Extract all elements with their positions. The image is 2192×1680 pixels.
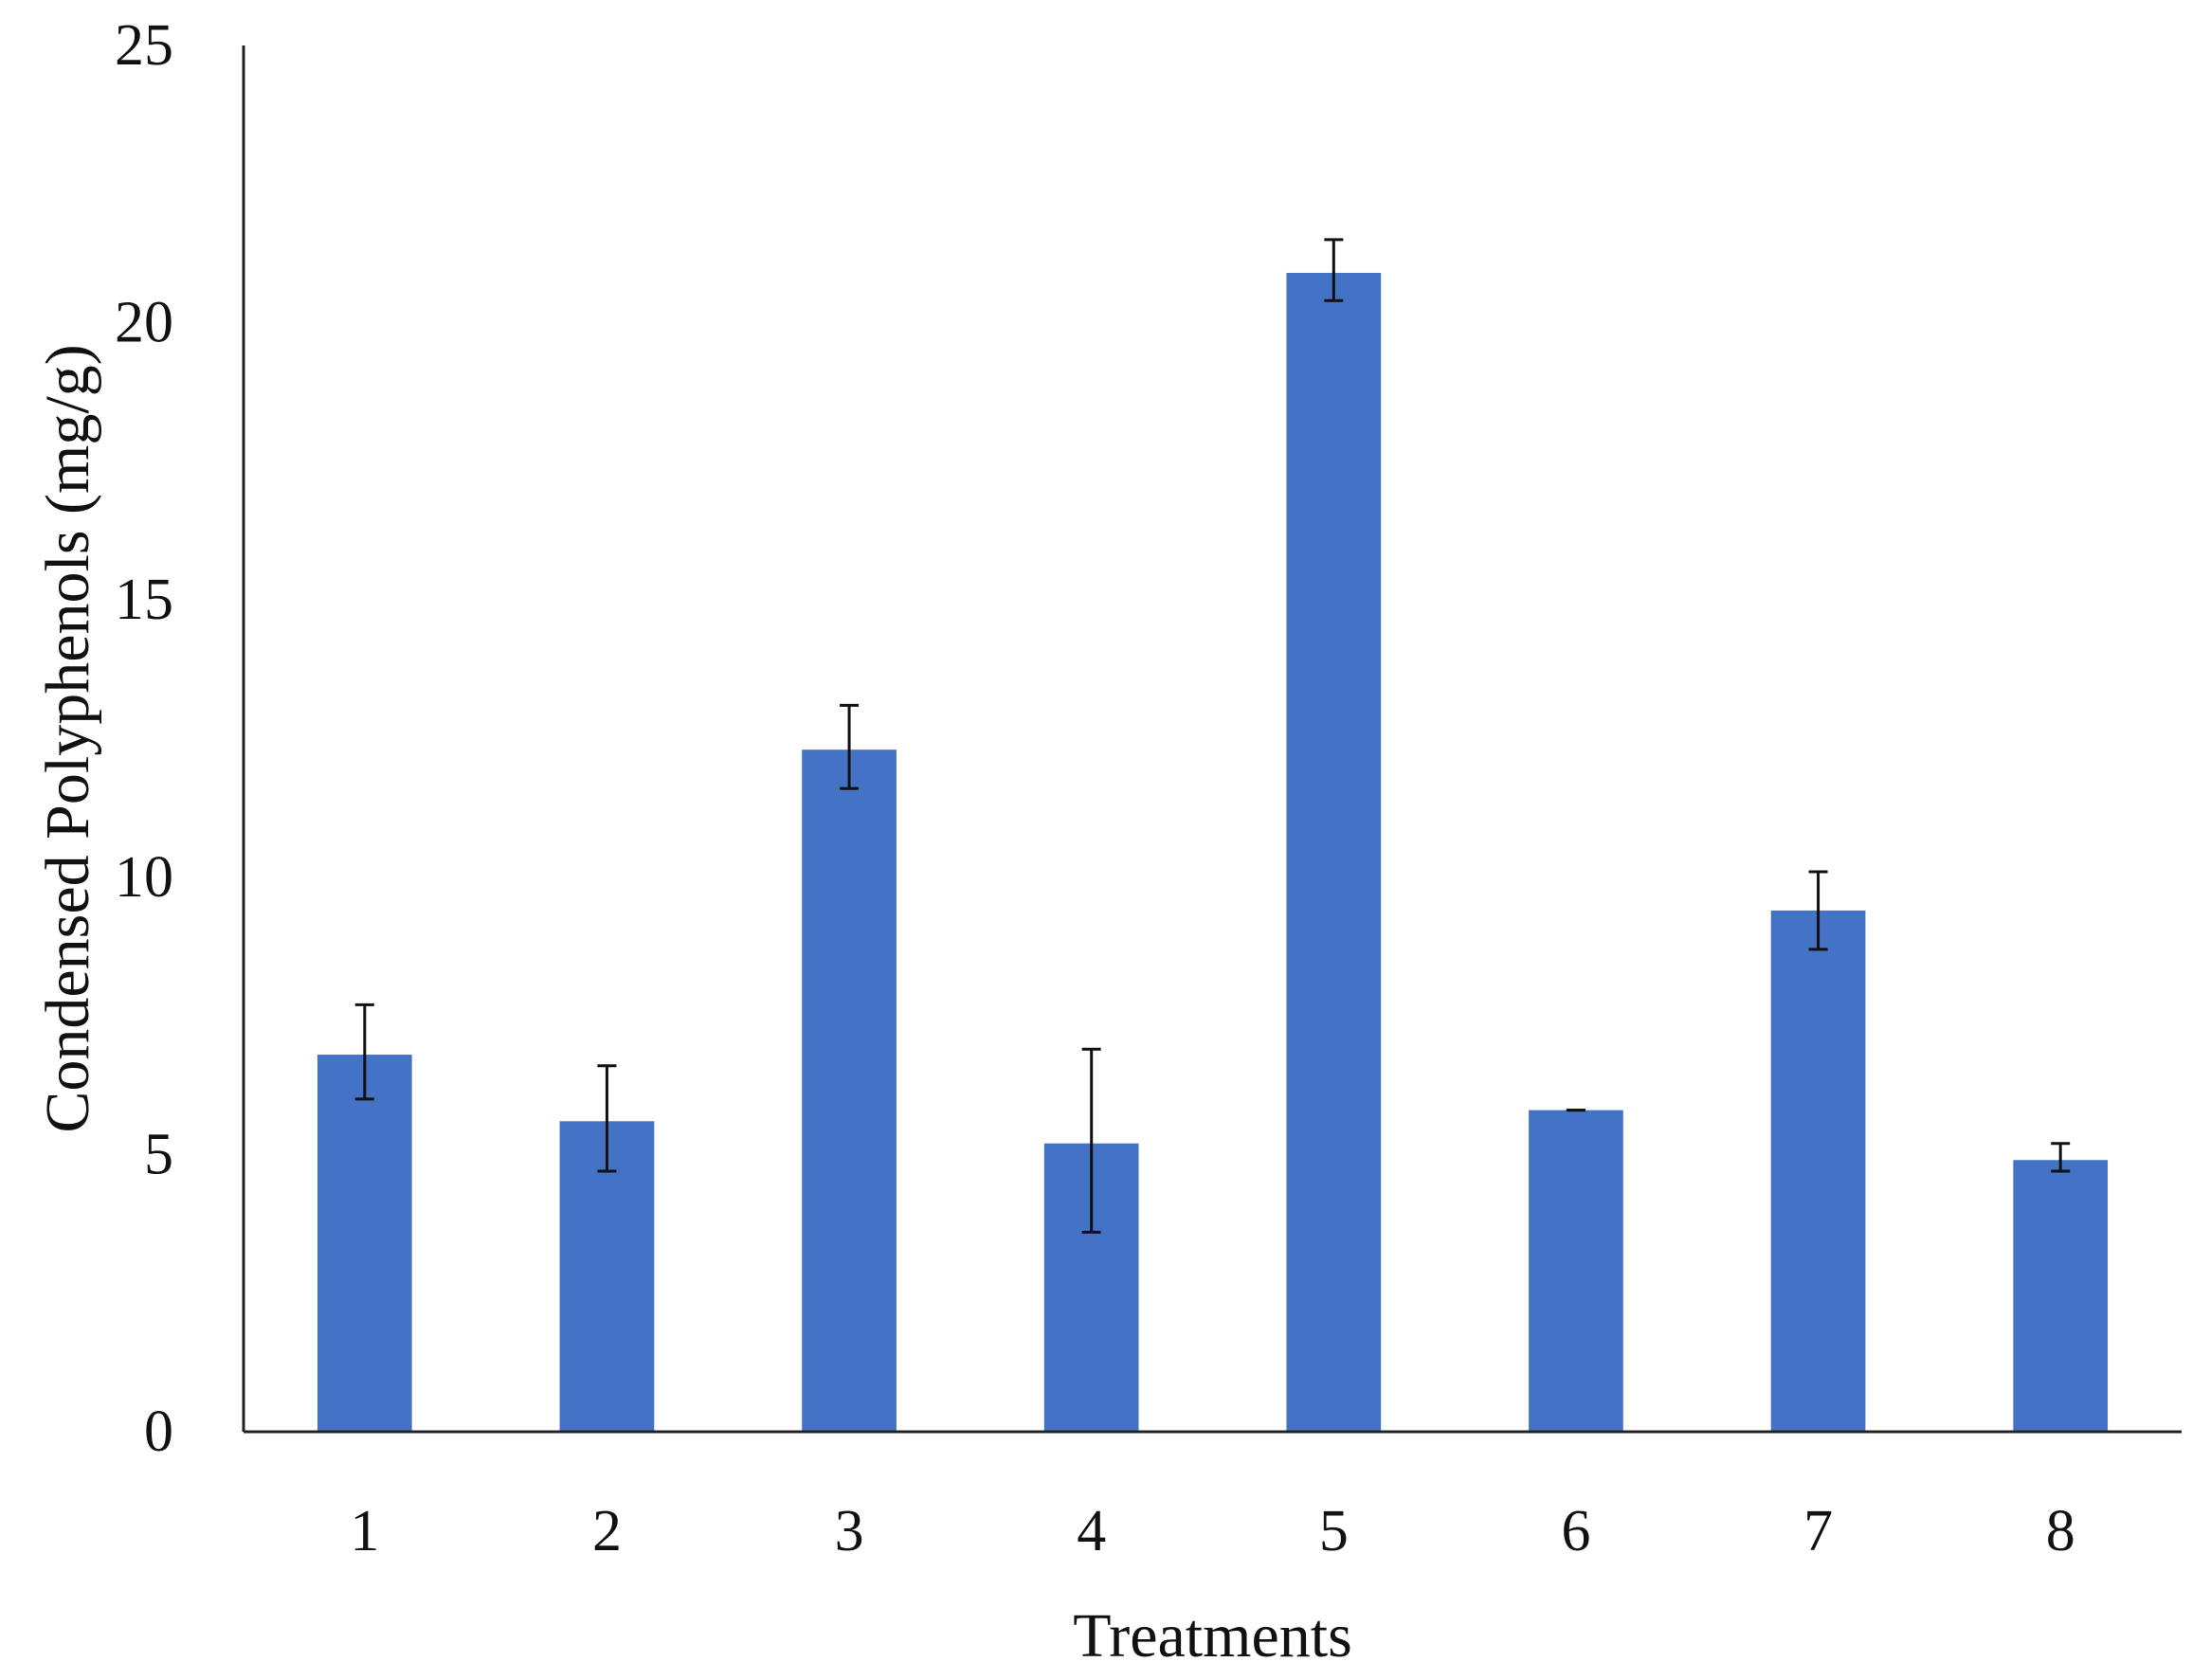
bar [2013,1160,2109,1432]
x-axis-title: Treatments [1073,1601,1352,1671]
y-tick-label: 10 [115,845,173,910]
bar [1286,272,1382,1432]
y-tick-label: 25 [115,13,173,78]
bar [317,1055,412,1432]
y-tick-label: 0 [144,1400,173,1464]
bar [1529,1110,1623,1432]
x-tick-labels: 1 2 3 4 5 6 7 8 [350,1499,2074,1563]
y-axis-title: Condensed Polyphenols (mg/g) [33,344,102,1132]
error-bars-layer [354,238,2071,1234]
y-tick-label: 20 [115,291,173,355]
x-tick-label: 3 [835,1499,864,1563]
x-tick-label: 6 [1561,1499,1590,1563]
bar [559,1121,655,1432]
x-tick-label: 4 [1077,1499,1106,1563]
x-tick-label: 5 [1319,1499,1349,1563]
bar [1770,910,1866,1432]
bar [802,750,897,1432]
y-tick-label: 15 [115,568,173,632]
x-tick-label: 1 [350,1499,379,1563]
x-tick-label: 8 [2046,1499,2075,1563]
y-tick-labels: 0 5 10 15 20 25 [115,13,173,1464]
x-tick-label: 2 [592,1499,622,1563]
y-tick-label: 5 [144,1122,173,1186]
x-tick-label: 7 [1803,1499,1833,1563]
bars-layer [317,272,2109,1432]
